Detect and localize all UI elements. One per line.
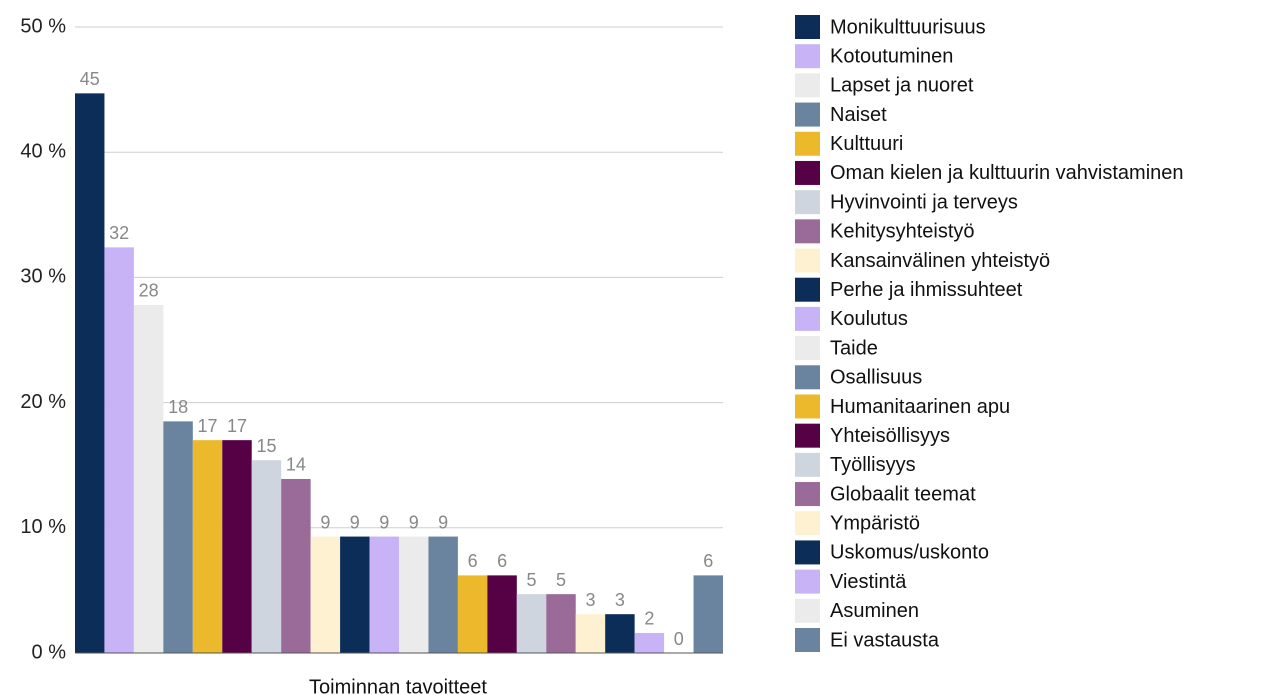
legend-label: Viestintä (830, 571, 907, 593)
value-label: 9 (379, 512, 389, 532)
legend-label: Kehitysyhteistyö (830, 221, 975, 243)
value-label: 18 (168, 397, 188, 417)
legend-label: Naiset (830, 104, 887, 126)
bar (546, 594, 576, 653)
legend-swatch (795, 482, 820, 507)
legend-swatch (795, 131, 820, 156)
x-axis-title: Toiminnan tavoitteet (309, 676, 487, 695)
legend-swatch (795, 336, 820, 361)
legend-label: Uskomus/uskonto (830, 542, 989, 564)
legend-label: Kansainvälinen yhteistyö (830, 250, 1050, 272)
value-label: 9 (409, 512, 419, 532)
bar (222, 440, 252, 653)
value-label: 17 (227, 416, 247, 436)
y-tick-label: 50 % (20, 15, 66, 37)
bar (693, 575, 723, 653)
legend-swatch (795, 598, 820, 623)
legend-swatch (795, 511, 820, 536)
bar (575, 614, 606, 653)
legend-swatch (795, 569, 820, 594)
legend-swatch (795, 394, 820, 419)
legend-swatch (795, 102, 820, 127)
value-label: 17 (198, 416, 218, 436)
value-label: 6 (468, 551, 478, 571)
legend-swatch (795, 306, 820, 331)
legend-label: Kotoutuminen (830, 45, 953, 67)
legend-swatch (795, 190, 820, 215)
value-label: 5 (556, 570, 566, 590)
bar (369, 536, 399, 653)
value-label: 9 (438, 512, 448, 532)
value-label: 9 (350, 512, 360, 532)
legend-label: Lapset ja nuoret (830, 75, 974, 97)
value-label: 0 (674, 629, 684, 649)
legend-label: Ei vastausta (830, 629, 940, 651)
legend-label: Ympäristö (830, 513, 920, 535)
y-tick-label: 30 % (20, 266, 66, 288)
legend-swatch (795, 248, 820, 273)
legend-label: Oman kielen ja kulttuurin vahvistaminen (830, 162, 1184, 184)
legend-swatch (795, 452, 820, 477)
legend-label: Humanitaarinen apu (830, 396, 1010, 418)
legend-label: Perhe ja ihmissuhteet (830, 279, 1023, 301)
value-label: 3 (615, 590, 625, 610)
bar (133, 304, 164, 653)
bar (634, 632, 665, 653)
value-label: 3 (585, 590, 595, 610)
value-label: 6 (497, 551, 507, 571)
value-label: 45 (80, 69, 100, 89)
value-label: 5 (527, 570, 537, 590)
bar (605, 614, 635, 653)
legend-label: Hyvinvointi ja terveys (830, 191, 1018, 213)
bar (104, 247, 134, 654)
legend-swatch (795, 540, 820, 565)
value-label: 6 (703, 551, 713, 571)
legend-label: Monikulttuurisuus (830, 16, 986, 38)
y-tick-label: 40 % (20, 140, 66, 162)
bar (340, 536, 370, 653)
legend-label: Asuminen (830, 600, 919, 622)
legend-swatch (795, 15, 820, 39)
legend-label: Osallisuus (830, 367, 922, 389)
value-label: 15 (256, 436, 276, 456)
bar (428, 536, 458, 653)
y-tick-label: 10 % (20, 516, 66, 538)
legend-label: Koulutus (830, 308, 908, 330)
legend-label: Globaalit teemat (830, 483, 976, 505)
legend-label: Työllisyys (830, 454, 916, 476)
legend-swatch (795, 219, 820, 244)
bar (399, 536, 429, 653)
bar (310, 536, 341, 653)
bar (487, 575, 517, 653)
bar (192, 440, 223, 653)
value-label: 14 (286, 455, 306, 475)
bar (75, 93, 105, 653)
value-label: 2 (644, 609, 654, 629)
legend-swatch (795, 365, 820, 390)
legend-swatch (795, 277, 820, 302)
legend-swatch (795, 44, 820, 69)
y-tick-label: 20 % (20, 391, 66, 413)
legend-swatch (795, 628, 820, 652)
legend-label: Taide (830, 337, 878, 359)
value-label: 28 (139, 281, 159, 301)
legend-swatch (795, 160, 820, 185)
value-label: 32 (109, 223, 129, 243)
bar (163, 421, 193, 653)
legend-swatch (795, 73, 820, 98)
bar (281, 478, 311, 653)
bar (457, 575, 488, 653)
value-label: 9 (320, 512, 330, 532)
legend-label: Kulttuuri (830, 133, 903, 155)
bar (251, 460, 282, 653)
legend-label: Yhteisöllisyys (830, 425, 950, 447)
y-tick-label: 0 % (32, 641, 67, 663)
bar (516, 594, 547, 653)
legend-swatch (795, 423, 820, 448)
